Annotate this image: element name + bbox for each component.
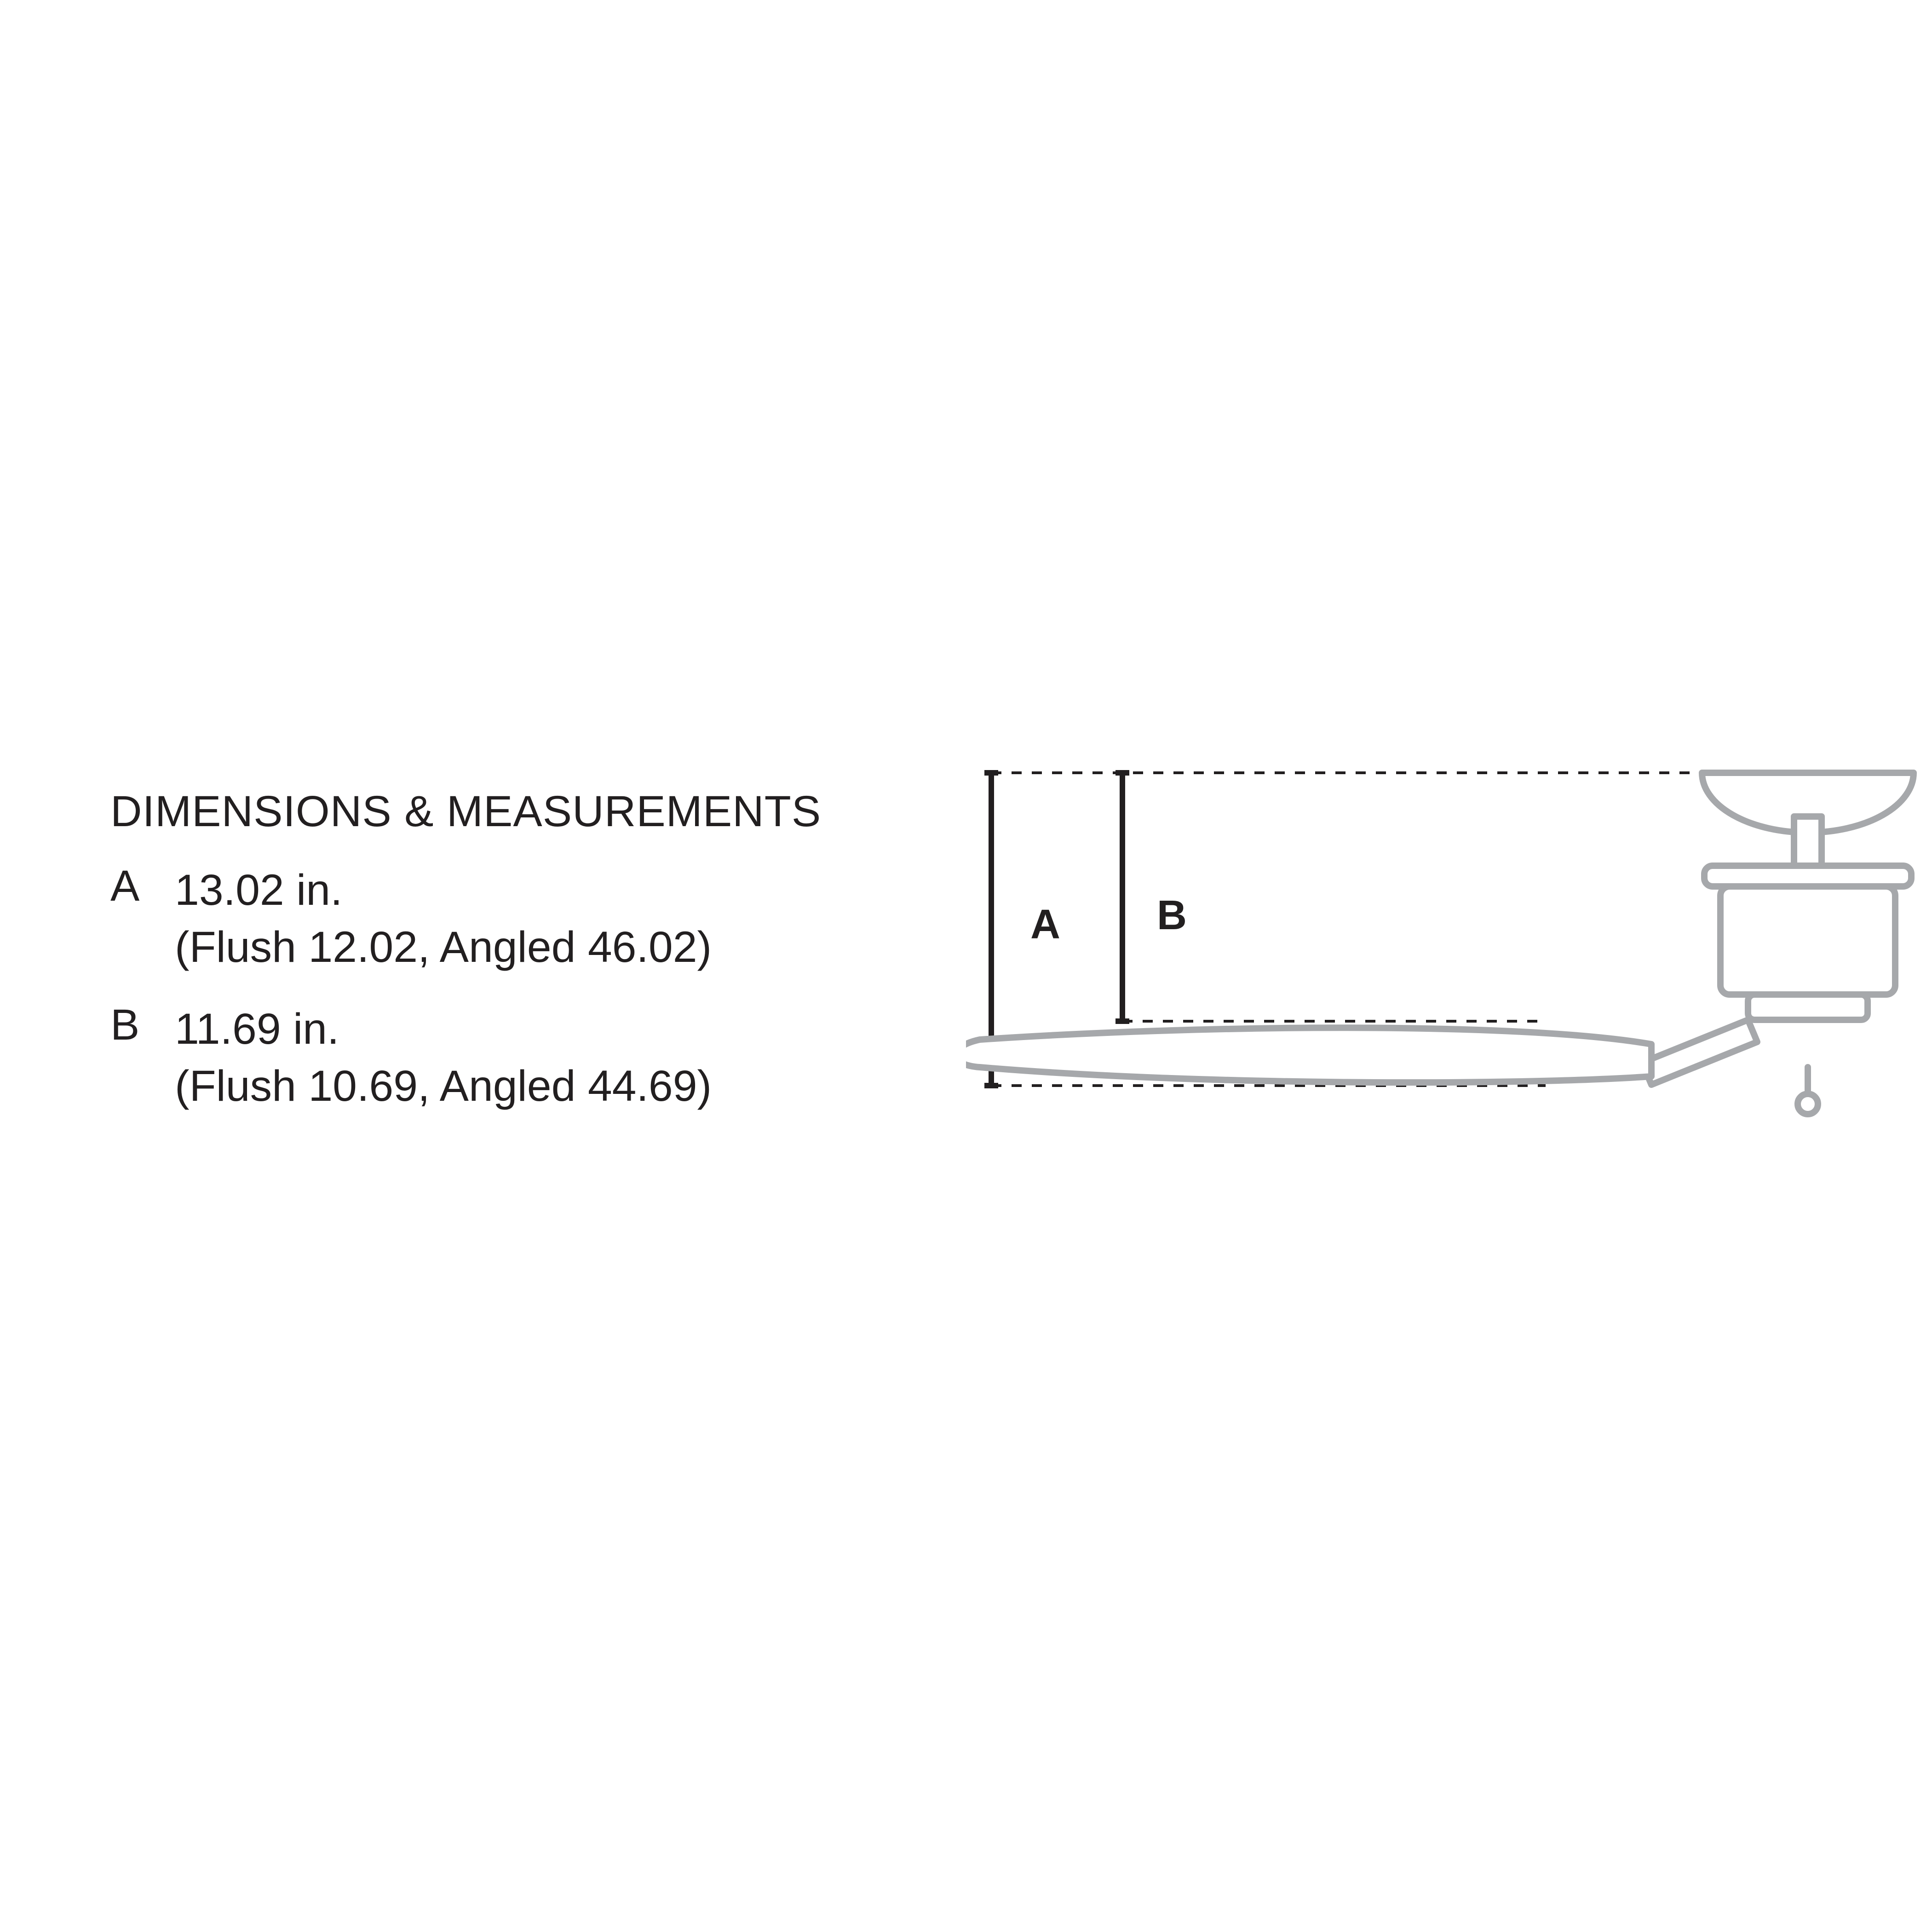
diagram-label-b: B — [1157, 892, 1187, 938]
section-title: DIMENSIONS & MEASUREMENTS — [110, 787, 938, 837]
dimension-value-main: 11.69 in. — [175, 1005, 339, 1053]
dimension-value: 13.02 in. (Flush 12.02, Angled 46.02) — [175, 862, 712, 976]
dimensions-text-block: DIMENSIONS & MEASUREMENTS A 13.02 in. (F… — [110, 787, 938, 1140]
measure-bracket-b — [1116, 773, 1129, 1021]
dimension-value-main: 13.02 in. — [175, 866, 342, 914]
diagram-label-a: A — [1030, 902, 1060, 948]
dimension-value-subtitle: (Flush 12.02, Angled 46.02) — [175, 919, 712, 976]
page-root: DIMENSIONS & MEASUREMENTS A 13.02 in. (F… — [0, 0, 1932, 1932]
ceiling-fan-icon — [966, 773, 1914, 1114]
dimension-row-a: A 13.02 in. (Flush 12.02, Angled 46.02) — [110, 862, 938, 976]
dimension-row-b: B 11.69 in. (Flush 10.69, Angled 44.69) — [110, 1001, 938, 1115]
fan-dimension-diagram: A B — [966, 745, 1932, 1159]
dimension-value: 11.69 in. (Flush 10.69, Angled 44.69) — [175, 1001, 712, 1115]
dimension-key: A — [110, 862, 175, 910]
dimension-value-subtitle: (Flush 10.69, Angled 44.69) — [175, 1058, 712, 1115]
dimension-key: B — [110, 1001, 175, 1049]
